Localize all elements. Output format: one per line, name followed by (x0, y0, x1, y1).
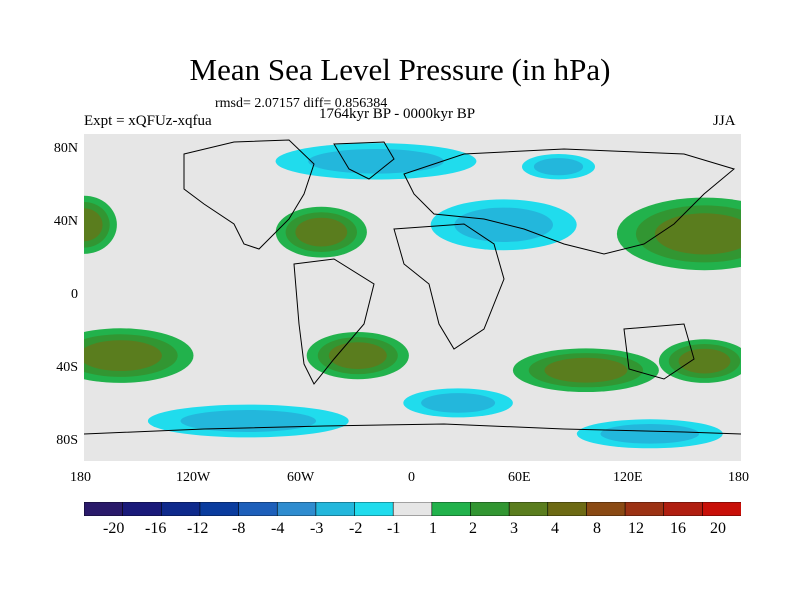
x-tick-label-180e: 180 (728, 470, 749, 485)
south-pacific-high-east-contour (678, 348, 731, 374)
x-tick-label-120e: 120E (613, 470, 643, 485)
antarctica-coast (84, 423, 741, 435)
colorbar-label-12: 12 (628, 520, 644, 537)
south-america-coast (293, 258, 375, 385)
colorbar-label-3: 3 (510, 520, 518, 537)
colorbar-label-m16: -16 (145, 520, 167, 537)
time-period-label: 1764kyr BP - 0000kyr BP (319, 106, 476, 122)
australia-coast (623, 323, 695, 380)
north-atlantic-high-contour (295, 217, 348, 247)
pressure-difference-map (84, 134, 741, 461)
colorbar-label-2: 2 (469, 520, 477, 537)
colorbar-cell (702, 502, 741, 516)
siberia-low-contour (533, 158, 584, 176)
colorbar-cell (238, 502, 278, 516)
y-tick-label-80n: 80N (53, 141, 78, 156)
y-tick-label-eq: 0 (71, 287, 78, 302)
colorbar-cell (624, 502, 665, 516)
south-pacific-high-west-contour (84, 340, 162, 371)
north-pacific-high-west-contour (84, 208, 103, 242)
southern-ocean-low-1-contour (180, 410, 317, 432)
colorbar-cell (199, 502, 240, 516)
y-tick-label-80s: 80S (56, 433, 78, 448)
y-tick-label-40n: 40N (53, 214, 78, 229)
colorbar-label-16: 16 (670, 520, 686, 537)
x-tick-label-60e: 60E (508, 470, 531, 485)
north-pacific-high-east-contour (654, 213, 741, 255)
colorbar (84, 502, 741, 516)
y-tick-label-40s: 40S (56, 360, 78, 375)
southern-ocean-low-3-contour (600, 424, 700, 444)
colorbar-cell (122, 502, 162, 516)
colorbar-label-1: 1 (429, 520, 437, 537)
x-tick-label-120w: 120W (176, 470, 211, 485)
pressure-fields (84, 143, 741, 449)
season-label: JJA (713, 113, 736, 129)
southern-ocean-low-2-contour (421, 393, 496, 413)
plot-title: Mean Sea Level Pressure (in hPa) (189, 52, 611, 87)
colorbar-label-20: 20 (710, 520, 726, 537)
rmsd-diff-stats: rmsd= 2.07157 diff= 0.856384 (215, 96, 388, 111)
north-america-coast (183, 139, 315, 250)
x-tick-label-0: 0 (408, 470, 415, 485)
indian-ocean-high-contour (544, 357, 628, 383)
colorbar-cell (508, 502, 549, 516)
colorbar-label-m1: -1 (387, 520, 401, 537)
eurasia-low-contour (454, 207, 553, 242)
colorbar-cell (276, 502, 317, 516)
colorbar-cell (586, 502, 626, 516)
experiment-label: Expt = xQFUz-xqfua (84, 113, 212, 129)
colorbar-label-8: 8 (593, 520, 601, 537)
x-tick-label-60w: 60W (287, 470, 315, 485)
eurasia-coast (403, 148, 736, 255)
colorbar-cell (315, 502, 356, 516)
colorbar-label-4: 4 (551, 520, 559, 537)
colorbar-cell (663, 502, 703, 516)
arctic-low-contour (308, 149, 444, 174)
africa-coast (393, 223, 505, 350)
x-tick-label-180w: 180 (70, 470, 91, 485)
coastlines (84, 139, 741, 435)
colorbar-label-m3: -3 (310, 520, 324, 537)
greenland-coast (333, 141, 395, 180)
colorbar-cell (470, 502, 510, 516)
colorbar-cell (160, 502, 201, 516)
colorbar-cell (547, 502, 588, 516)
colorbar-label-m4: -4 (271, 520, 285, 537)
colorbar-label-m12: -12 (187, 520, 209, 537)
colorbar-label-m8: -8 (232, 520, 246, 537)
colorbar-cell (84, 502, 124, 516)
colorbar-label-m20: -20 (103, 520, 125, 537)
colorbar-cell (392, 502, 433, 516)
colorbar-cell (431, 502, 472, 516)
colorbar-label-m2: -2 (349, 520, 363, 537)
colorbar-cell (354, 502, 394, 516)
